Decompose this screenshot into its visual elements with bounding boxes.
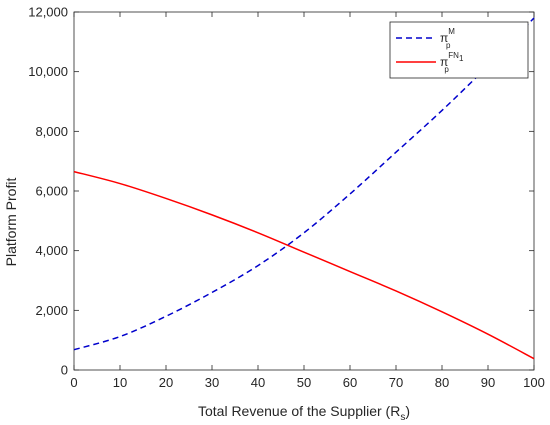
x-tick-label: 10 xyxy=(113,375,127,390)
x-tick-label: 60 xyxy=(343,375,357,390)
y-tick-label: 6,000 xyxy=(35,184,68,199)
legend: πM p πFN1 p xyxy=(389,21,529,79)
series-layer xyxy=(73,17,535,360)
series-line-2 xyxy=(73,170,535,360)
x-tick-label: 40 xyxy=(251,375,265,390)
x-tick-label: 20 xyxy=(159,375,173,390)
x-tick-label: 90 xyxy=(481,375,495,390)
x-axis-label-subscript: s xyxy=(400,412,405,423)
x-tick-label: 50 xyxy=(297,375,311,390)
y-tick-label: 8,000 xyxy=(35,124,68,139)
y-tick-label: 4,000 xyxy=(35,243,68,258)
y-tick-label: 2,000 xyxy=(35,303,68,318)
y-axis-label: Platform Profit xyxy=(3,178,19,267)
legend-entry-series-1: πM p xyxy=(440,27,455,50)
series-line-1 xyxy=(73,17,535,351)
y-tick-label: 0 xyxy=(61,363,68,378)
x-tick-label: 30 xyxy=(205,375,219,390)
x-tick-label: 0 xyxy=(70,375,77,390)
x-axis-label: Total Revenue of the Supplier (Rs) xyxy=(198,403,410,423)
y-tick-label: 10,000 xyxy=(28,64,68,79)
x-axis-label-close: ) xyxy=(405,403,410,419)
ticks-layer: 0 10 20 30 40 50 60 70 80 90 100 0 2,000 4,000 6,000 8,… xyxy=(28,5,545,391)
y-tick-label: 12,000 xyxy=(28,5,68,20)
x-tick-label: 100 xyxy=(523,375,545,390)
legend-entry-series-2: πFN1 p xyxy=(440,51,464,74)
x-tick-label: 80 xyxy=(435,375,449,390)
x-tick-label: 70 xyxy=(389,375,403,390)
legend-box xyxy=(389,21,529,79)
x-axis-label-main: Total Revenue of the Supplier (R xyxy=(198,403,400,419)
